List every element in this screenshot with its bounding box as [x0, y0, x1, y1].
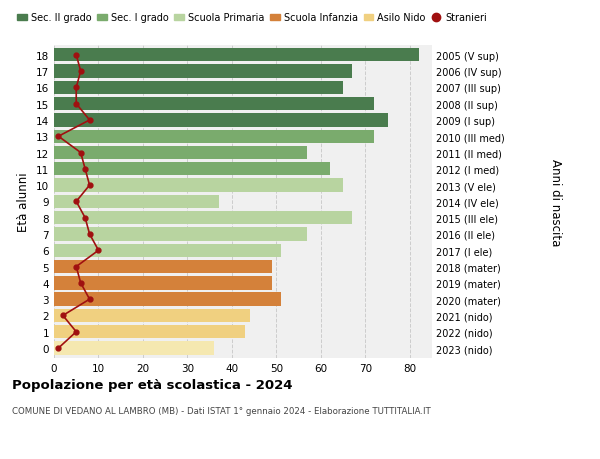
- Bar: [54, 163, 330, 176]
- Bar: [54, 146, 307, 160]
- Bar: [54, 82, 343, 95]
- Bar: [54, 195, 218, 209]
- Bar: [54, 341, 214, 355]
- Legend: Sec. II grado, Sec. I grado, Scuola Primaria, Scuola Infanzia, Asilo Nido, Stran: Sec. II grado, Sec. I grado, Scuola Prim…: [13, 10, 491, 27]
- Bar: [54, 114, 388, 127]
- Text: Popolazione per età scolastica - 2024: Popolazione per età scolastica - 2024: [12, 379, 293, 392]
- Bar: [54, 293, 281, 306]
- Text: COMUNE DI VEDANO AL LAMBRO (MB) - Dati ISTAT 1° gennaio 2024 - Elaborazione TUTT: COMUNE DI VEDANO AL LAMBRO (MB) - Dati I…: [12, 406, 431, 415]
- Bar: [54, 65, 352, 78]
- Bar: [54, 179, 343, 192]
- Y-axis label: Età alunni: Età alunni: [17, 172, 31, 232]
- Bar: [54, 228, 307, 241]
- Bar: [54, 49, 419, 62]
- Bar: [54, 244, 281, 257]
- Bar: [54, 309, 250, 322]
- Bar: [54, 325, 245, 339]
- Bar: [54, 277, 272, 290]
- Y-axis label: Anni di nascita: Anni di nascita: [550, 158, 562, 246]
- Bar: [54, 212, 352, 225]
- Bar: [54, 98, 374, 111]
- Bar: [54, 130, 374, 144]
- Bar: [54, 260, 272, 274]
